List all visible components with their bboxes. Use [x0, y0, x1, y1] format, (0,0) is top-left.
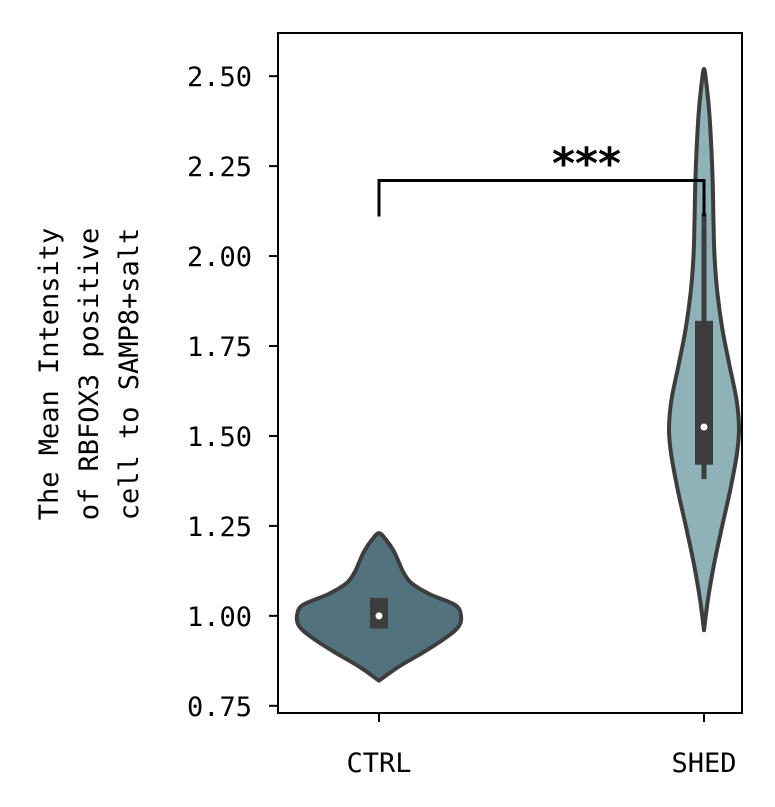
y-axis-label-line: cell to SAMP8+salt [114, 228, 145, 521]
y-axis-label-line: of RBFOX3 positive [74, 228, 105, 521]
y-tick-label: 1.50 [187, 422, 252, 453]
significance-stars: *** [552, 139, 621, 190]
y-tick-label: 2.50 [187, 62, 252, 93]
y-tick-label: 1.75 [187, 332, 252, 363]
y-tick-label: 0.75 [187, 692, 252, 723]
x-axis: CTRL SHED [346, 713, 737, 779]
significance-bracket [377, 179, 706, 217]
plot-frame [277, 32, 743, 714]
x-tick-label: SHED [671, 748, 736, 779]
y-axis: 0.75 1.00 1.25 1.50 1.75 2.00 2.25 2.50 [187, 62, 278, 723]
y-axis-label: The Mean Intensity of RBFOX3 positive cell… [34, 228, 145, 521]
y-tick-label: 1.25 [187, 512, 252, 543]
y-tick-label: 1.00 [187, 602, 252, 633]
y-axis-label-line: The Mean Intensity [34, 228, 65, 521]
significance-annotation: *** [377, 139, 706, 217]
y-tick-label: 2.25 [187, 152, 252, 183]
violins [294, 66, 742, 683]
median-dot-ctrl [375, 612, 383, 620]
iqr-box-shed [695, 320, 713, 465]
y-tick-label: 2.00 [187, 242, 252, 273]
x-tick-label: CTRL [346, 748, 411, 779]
median-dot-shed [700, 423, 708, 431]
